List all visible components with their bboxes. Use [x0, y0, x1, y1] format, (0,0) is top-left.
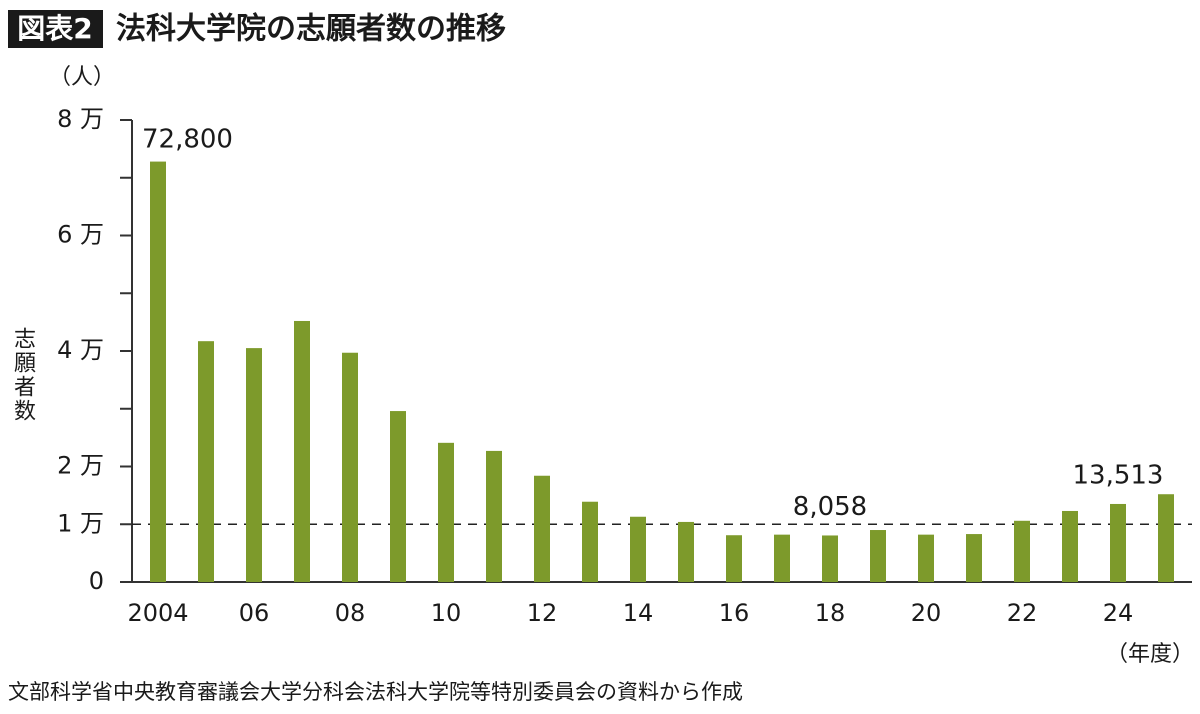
bar [774, 534, 790, 582]
bar [1062, 510, 1078, 582]
bar [966, 534, 982, 582]
bar [822, 535, 838, 582]
x-tick-label: 2004 [127, 599, 188, 627]
x-tick-label: 14 [623, 599, 654, 627]
bar [918, 534, 934, 582]
x-tick-label: 12 [527, 599, 558, 627]
bar [1110, 503, 1126, 582]
bar [390, 411, 406, 582]
bar [582, 501, 598, 582]
x-tick-label: 16 [719, 599, 750, 627]
chart-title: 法科大学院の志願者数の推移 [116, 12, 506, 47]
title-badge: 図表2 [17, 12, 92, 45]
y-tick-label: 0 [89, 567, 104, 595]
y-tick-label: 2 万 [57, 452, 104, 480]
value-label: 13,513 [1073, 460, 1164, 490]
bar [438, 442, 454, 582]
x-tick-label: 08 [335, 599, 366, 627]
title-badge-bg [8, 10, 103, 48]
x-tick-label: 06 [239, 599, 270, 627]
y-tick-label: 4 万 [57, 336, 104, 364]
bar [534, 475, 550, 582]
x-tick-label: 20 [911, 599, 942, 627]
bar [486, 450, 502, 582]
bar [726, 535, 742, 582]
bar [678, 521, 694, 582]
bar [150, 161, 166, 582]
bar [1014, 520, 1030, 582]
bar [870, 530, 886, 582]
x-tick-label: 10 [431, 599, 462, 627]
value-label: 72,800 [142, 125, 233, 155]
bar [1158, 494, 1174, 582]
y-unit: （人） [49, 65, 115, 90]
y-axis-label: 志願者数 [10, 327, 36, 423]
y-tick-label: 6 万 [57, 221, 104, 249]
value-label: 8,058 [793, 492, 867, 522]
bar [198, 341, 214, 582]
bar [246, 348, 262, 582]
y-tick-label: 8 万 [57, 105, 104, 133]
bar [294, 320, 310, 582]
source-note: 文部科学省中央教育審議会大学分科会法科大学院等特別委員会の資料から作成 [8, 680, 743, 704]
bar [630, 516, 646, 582]
x-tick-label: 18 [815, 599, 846, 627]
x-tick-label: 22 [1007, 599, 1038, 627]
x-tick-label: 24 [1103, 599, 1134, 627]
y-tick-label: 1 万 [57, 509, 104, 537]
x-unit: （年度） [1106, 642, 1194, 667]
bar [342, 352, 358, 582]
